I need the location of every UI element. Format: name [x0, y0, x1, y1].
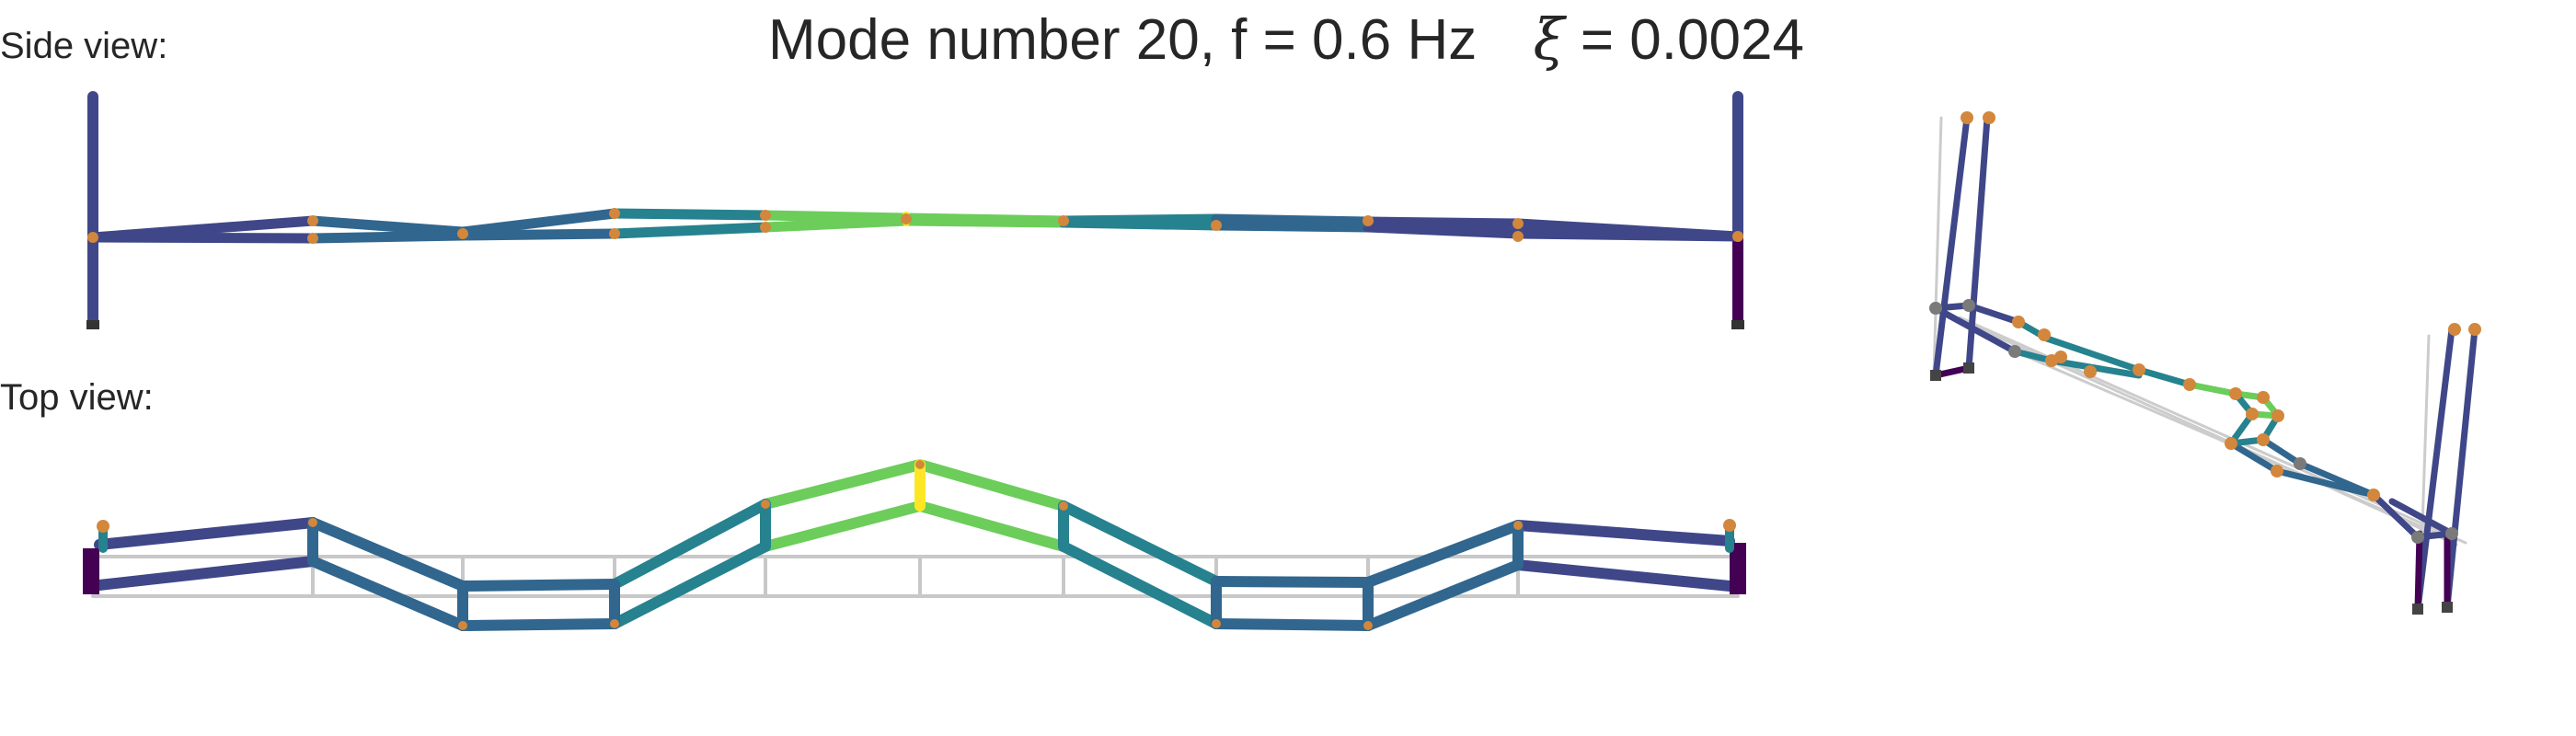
iso-left-tower	[1932, 114, 1991, 379]
top-left-support	[83, 548, 99, 594]
iso-reference	[1932, 116, 2467, 611]
top-reference-grid	[91, 555, 1740, 598]
side-view-label: Side view:	[0, 26, 168, 66]
top-deck	[94, 459, 1735, 631]
xi-symbol: ξ	[1533, 6, 1565, 73]
side-deck	[87, 208, 1743, 244]
top-view-label: Top view:	[0, 377, 154, 418]
figure-title: Mode number 20, f = 0.6 Hz ξ = 0.0024	[768, 6, 1804, 73]
iso-nodes	[1929, 111, 2481, 615]
side-right-support	[1731, 320, 1744, 329]
top-nodes	[97, 460, 1736, 630]
title-prefix: Mode number 20, f = 0.6 Hz	[768, 8, 1478, 72]
side-view	[86, 91, 1744, 329]
iso-right-tower	[2414, 326, 2478, 613]
isometric-view	[1929, 111, 2481, 615]
title-suffix: = 0.0024	[1564, 8, 1804, 72]
top-right-support	[1730, 543, 1746, 594]
top-view	[83, 459, 1746, 631]
side-nodes	[87, 208, 1743, 244]
side-left-support	[86, 320, 99, 329]
